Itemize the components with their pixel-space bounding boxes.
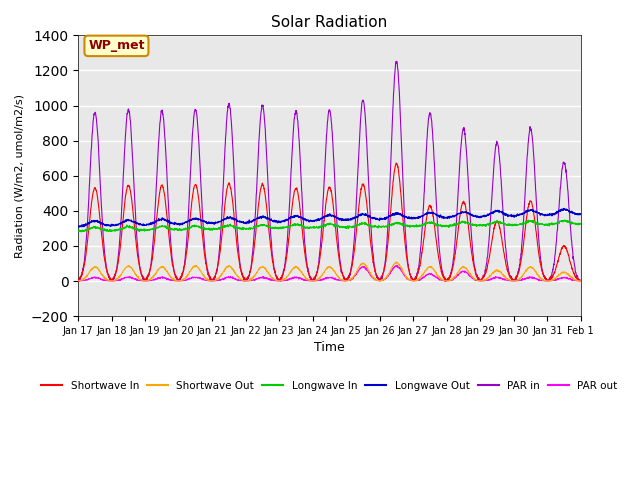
Y-axis label: Radiation (W/m2, umol/m2/s): Radiation (W/m2, umol/m2/s): [15, 94, 25, 258]
Title: Solar Radiation: Solar Radiation: [271, 15, 388, 30]
X-axis label: Time: Time: [314, 341, 345, 354]
Text: WP_met: WP_met: [88, 39, 145, 52]
Legend: Shortwave In, Shortwave Out, Longwave In, Longwave Out, PAR in, PAR out: Shortwave In, Shortwave Out, Longwave In…: [37, 377, 621, 395]
